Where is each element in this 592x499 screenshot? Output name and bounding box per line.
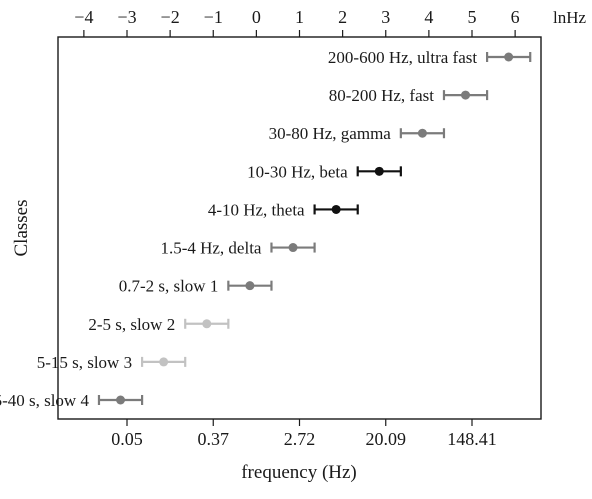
data-point-marker: [331, 204, 341, 214]
data-point-marker: [245, 281, 255, 291]
top-axis-tick-label: 2: [338, 7, 347, 27]
data-point-marker: [461, 90, 471, 100]
top-axis-ticks: −4 −3 −2 −1 0 1 2 3 4 5 6: [74, 7, 520, 37]
top-axis-tick-label: 5: [468, 7, 477, 27]
data-point-group: 0.7-2 s, slow 1: [119, 277, 273, 296]
data-point-marker: [288, 243, 298, 253]
data-point-group: 10-30 Hz, beta: [247, 162, 402, 181]
data-point-label: 0.7-2 s, slow 1: [119, 277, 219, 296]
data-point-label: 200-600 Hz, ultra fast: [328, 48, 477, 67]
data-point-group: 15-40 s, slow 4: [0, 391, 144, 410]
data-point-group: 200-600 Hz, ultra fast: [328, 48, 532, 67]
data-point-group: 4-10 Hz, theta: [208, 200, 359, 219]
top-axis-tick-label: 3: [381, 7, 390, 27]
top-axis-unit-label: lnHz: [553, 8, 587, 27]
bottom-axis-tick-label: 20.09: [366, 429, 407, 449]
data-point-marker: [202, 319, 212, 329]
data-point-group: 1.5-4 Hz, delta: [160, 239, 316, 258]
x-axis-title: frequency (Hz): [241, 462, 357, 483]
data-point-marker: [159, 357, 169, 367]
bottom-axis-tick-label: 2.72: [284, 429, 316, 449]
top-axis-tick-label: 6: [511, 7, 520, 27]
bottom-axis-tick-label: 0.05: [111, 429, 143, 449]
bottom-axis-tick-label: 0.37: [198, 429, 230, 449]
data-point-label: 1.5-4 Hz, delta: [160, 239, 261, 258]
top-axis-tick-label: −4: [74, 7, 93, 27]
data-point-label: 4-10 Hz, theta: [208, 200, 305, 219]
data-points: 200-600 Hz, ultra fast 80-200 Hz, fast 30-…: [0, 48, 532, 410]
data-point-marker: [417, 128, 427, 138]
data-point-marker: [374, 166, 384, 176]
data-point-label: 30-80 Hz, gamma: [269, 124, 392, 143]
top-axis-tick-label: −3: [117, 7, 136, 27]
data-point-group: 80-200 Hz, fast: [329, 86, 489, 105]
bottom-axis-ticks: 0.05 0.37 2.72 20.09 148.41: [111, 419, 497, 449]
data-point-label: 5-15 s, slow 3: [37, 353, 132, 372]
data-point-label: 80-200 Hz, fast: [329, 86, 435, 105]
data-point-group: 2-5 s, slow 2: [88, 315, 230, 334]
data-point-marker: [116, 395, 126, 405]
top-axis-tick-label: 0: [252, 7, 261, 27]
data-point-label: 2-5 s, slow 2: [88, 315, 175, 334]
top-axis-tick-label: −1: [204, 7, 223, 27]
data-point-group: 30-80 Hz, gamma: [269, 124, 446, 143]
data-point-label: 10-30 Hz, beta: [247, 162, 348, 181]
bottom-axis-tick-label: 148.41: [447, 429, 497, 449]
data-point-label: 15-40 s, slow 4: [0, 391, 89, 410]
top-axis-tick-label: 4: [424, 7, 433, 27]
data-point-group: 5-15 s, slow 3: [37, 353, 187, 372]
data-point-marker: [504, 52, 514, 62]
top-axis-tick-label: 1: [295, 7, 304, 27]
y-axis-title: Classes: [11, 200, 32, 257]
top-axis-tick-label: −2: [161, 7, 180, 27]
